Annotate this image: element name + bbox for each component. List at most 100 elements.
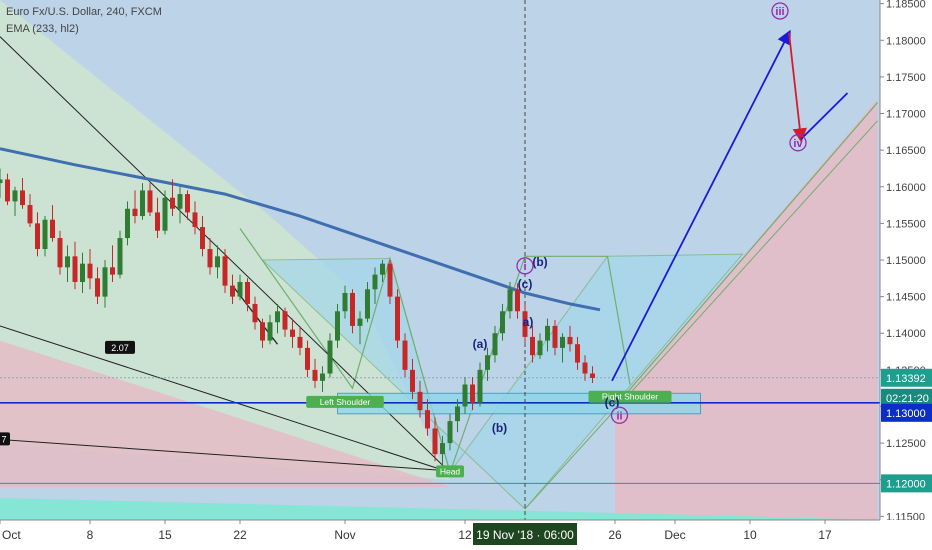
y-tick-label: 1.14000 — [886, 328, 926, 340]
trendline-3 — [0, 438, 451, 472]
candle-body — [335, 311, 340, 341]
candle-body — [500, 311, 505, 334]
candle-body — [222, 256, 228, 286]
y-tick-label: 1.14500 — [886, 292, 926, 304]
last-price-tag: 1.13392 — [886, 373, 926, 385]
candle-body — [417, 391, 423, 411]
candle-body — [102, 267, 108, 297]
y-tick-label: 1.15000 — [886, 255, 926, 267]
candle-body — [312, 369, 318, 381]
candle-body — [395, 296, 400, 341]
pattern-label-bg — [588, 390, 672, 403]
candle-body — [320, 373, 325, 381]
candle-body — [207, 249, 213, 268]
candle-body — [387, 263, 393, 297]
y-tick-label: 1.16500 — [886, 145, 926, 157]
candle-body — [582, 362, 588, 374]
candle-body — [110, 267, 115, 275]
candle-body — [192, 212, 198, 228]
x-tick-label: Dec — [664, 528, 685, 542]
crosshair-time-bg — [473, 523, 577, 545]
candle-body — [125, 208, 130, 239]
candle-body — [275, 311, 280, 323]
candle-body — [410, 369, 415, 392]
wave-label: (b) — [532, 255, 547, 269]
candle-body — [65, 256, 70, 268]
x-tick-label: 22 — [233, 528, 247, 542]
projection-up-arrow — [611, 29, 791, 382]
candle-body — [200, 227, 205, 250]
wave-label: (c) — [605, 395, 620, 409]
trendline-2 — [0, 325, 451, 473]
candle-body — [432, 428, 438, 455]
pattern-label: Left Shoulder — [320, 397, 371, 407]
candle-body — [215, 256, 220, 268]
candle-body — [560, 336, 565, 348]
candle-body — [372, 274, 378, 290]
candle-body — [290, 329, 295, 337]
y-tick-label: 1.18000 — [886, 35, 926, 47]
candle-body — [575, 344, 580, 363]
candle-body — [515, 289, 520, 312]
candle-body — [297, 336, 303, 348]
wave-circle-label: ii — [616, 410, 622, 422]
candle-body — [545, 325, 550, 341]
candle-body — [177, 194, 183, 209]
candle-body — [327, 340, 333, 374]
wave-label: (b) — [492, 421, 507, 435]
wave-circle — [610, 406, 629, 424]
candle-body — [507, 289, 513, 312]
wave-label: (a) — [473, 337, 488, 351]
wave-circle — [771, 2, 789, 20]
pattern-label-bg — [306, 395, 384, 408]
level-1-13000-tag-bg — [881, 403, 932, 422]
level-1-12000-tag: 1.12000 — [886, 478, 926, 490]
candle-body — [590, 373, 595, 378]
candle-body — [357, 318, 363, 326]
candle-body — [155, 212, 160, 231]
annotation-bg — [105, 340, 135, 354]
candle-body — [5, 179, 10, 202]
wave-label: a) — [523, 315, 534, 329]
bottom-cyan-band — [0, 498, 878, 520]
left-pink-region — [0, 340, 450, 487]
candle-body — [132, 208, 138, 217]
candle-body — [12, 190, 18, 202]
annotation-label: 2.07 — [111, 343, 129, 353]
candle-body — [305, 347, 310, 370]
candle-body — [365, 289, 370, 319]
wedge-lower-line — [524, 120, 878, 510]
level-1-12000-tag-bg — [881, 474, 932, 493]
candle-body — [42, 219, 48, 250]
wave-circle-label: iv — [793, 138, 803, 150]
candle-body — [537, 340, 543, 356]
wedge-upper-line — [614, 102, 878, 407]
last-price-tag-bg — [881, 368, 932, 387]
candle-body — [260, 322, 265, 341]
x-tick-label: 17 — [818, 528, 832, 542]
pattern-label-bg — [436, 465, 464, 478]
wave-circle-label: i — [523, 261, 526, 273]
y-tick-label: 1.17000 — [886, 109, 926, 121]
candle-body — [567, 336, 573, 345]
candle-body — [470, 384, 475, 403]
green-wedge-region — [0, 0, 450, 480]
candle-body — [462, 384, 468, 407]
candle-body — [35, 223, 40, 250]
wave-circle-label: iii — [775, 6, 784, 18]
candle-body — [440, 443, 445, 455]
candle-body — [447, 421, 453, 444]
candle-body — [80, 263, 85, 282]
ema-line — [0, 147, 601, 312]
candle-body — [170, 197, 175, 209]
candle-body — [0, 179, 3, 184]
candle-body — [485, 355, 490, 370]
y-tick-label: 1.16000 — [886, 182, 926, 194]
time-axis-bg — [0, 520, 932, 550]
candle-body — [350, 292, 355, 326]
candle-body — [57, 238, 63, 268]
x-tick-label: 12 — [458, 528, 472, 542]
countdown-tag-bg — [881, 388, 932, 407]
candle-body — [342, 292, 348, 312]
